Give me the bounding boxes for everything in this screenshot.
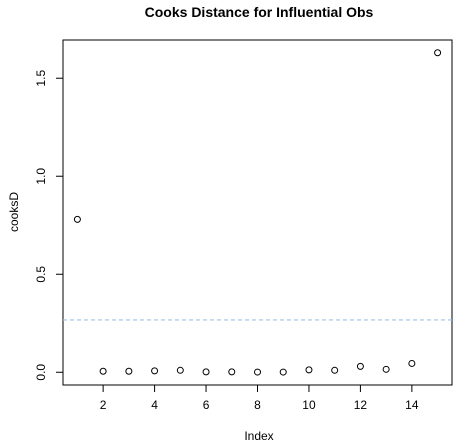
- data-point: [382, 365, 390, 373]
- x-tick-label: 14: [405, 398, 419, 412]
- data-point: [331, 366, 339, 374]
- data-point: [356, 362, 364, 370]
- data-point: [176, 366, 184, 374]
- data-point: [202, 368, 210, 376]
- data-point: [279, 368, 287, 376]
- data-point: [305, 366, 313, 374]
- data-point: [125, 367, 133, 375]
- y-tick-label: 1.5: [34, 70, 48, 87]
- y-tick-label: 0.5: [34, 266, 48, 283]
- data-point: [151, 367, 159, 375]
- data-point: [228, 368, 236, 376]
- plot-frame: [62, 39, 453, 386]
- data-point: [434, 49, 442, 57]
- x-tick-label: 6: [203, 398, 210, 412]
- plot-area: 2 4 6 8 10 12 14 0.0 0.5 1.0 1.5: [34, 49, 452, 412]
- x-tick-label: 12: [354, 398, 368, 412]
- x-axis-label: Index: [244, 429, 273, 443]
- data-point: [99, 367, 107, 375]
- x-tick-label: 4: [151, 398, 158, 412]
- x-tick-label: 10: [302, 398, 316, 412]
- data-point: [254, 368, 261, 376]
- y-axis-label: cooksD: [7, 192, 21, 232]
- data-point: [73, 215, 81, 223]
- y-tick-label: 1.0: [34, 168, 48, 185]
- y-tick-label: 0.0: [34, 364, 48, 381]
- chart-title: Cooks Distance for Influential Obs: [145, 4, 374, 20]
- x-tick-label: 2: [100, 398, 107, 412]
- data-point: [408, 359, 416, 367]
- x-tick-label: 8: [254, 398, 261, 412]
